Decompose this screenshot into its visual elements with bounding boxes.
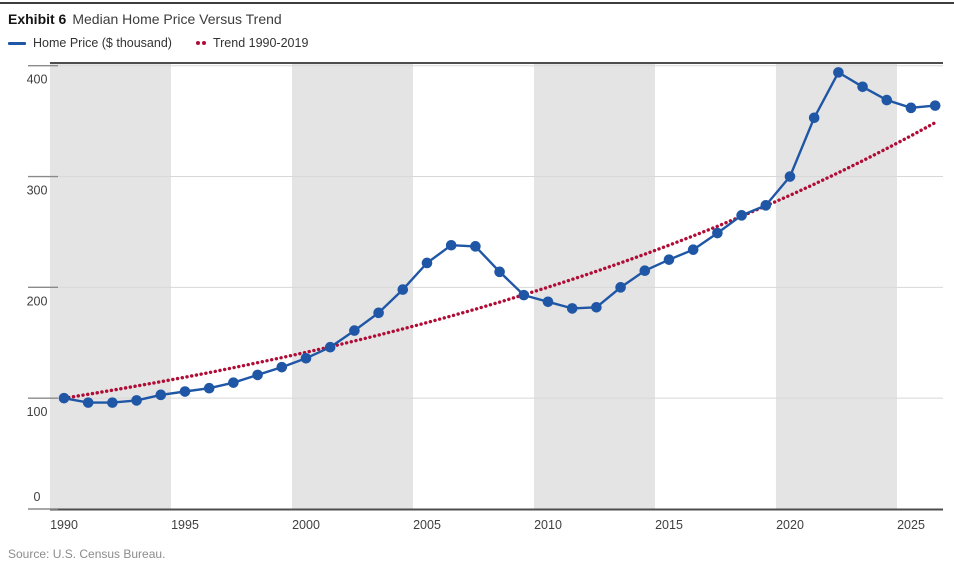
source-note: Source: U.S. Census Bureau. <box>8 547 166 561</box>
legend: Home Price ($ thousand) Trend 1990-2019 <box>8 36 308 50</box>
home-price-point <box>687 244 699 255</box>
background-bands <box>50 64 897 509</box>
legend-label-trend: Trend 1990-2019 <box>212 36 309 50</box>
home-price-point <box>470 241 481 252</box>
home-price-point <box>373 307 384 319</box>
svg-text:2005: 2005 <box>413 518 441 532</box>
svg-text:300: 300 <box>27 184 48 198</box>
home-price-point <box>808 112 820 124</box>
svg-text:1995: 1995 <box>171 518 199 532</box>
home-price-point <box>639 265 651 277</box>
home-price-point <box>591 302 602 313</box>
home-price-point <box>203 382 215 394</box>
svg-text:200: 200 <box>27 294 48 308</box>
home-price-point <box>518 289 530 301</box>
chart-title: Exhibit 6 Median Home Price Versus Trend <box>8 11 282 27</box>
home-price-point <box>324 341 336 353</box>
svg-text:2015: 2015 <box>655 518 683 532</box>
legend-item-trend: Trend 1990-2019 <box>195 36 309 50</box>
home-price-point <box>615 282 626 293</box>
svg-text:2020: 2020 <box>776 518 804 532</box>
svg-text:100: 100 <box>27 405 48 419</box>
home-price-point <box>276 361 288 373</box>
exhibit-label: Exhibit 6 <box>8 11 67 27</box>
y-axis-labels: 0 100 200 300 400 <box>27 65 58 510</box>
home-price-point <box>566 303 578 314</box>
top-divider <box>0 2 954 4</box>
trend-dotted-swatch <box>195 41 206 45</box>
svg-text:2010: 2010 <box>534 518 562 532</box>
home-price-point <box>542 296 554 308</box>
home-price-point <box>905 102 917 114</box>
svg-text:2025: 2025 <box>897 518 925 532</box>
home-price-point <box>736 210 747 221</box>
home-price-point <box>760 200 772 211</box>
home-price-point <box>421 257 433 269</box>
home-price-point <box>784 171 796 182</box>
home-price-point <box>445 239 457 251</box>
home-price-point <box>58 392 70 404</box>
title-text: Median Home Price Versus Trend <box>72 11 282 27</box>
home-price-points <box>58 67 941 408</box>
home-price-point <box>252 369 263 381</box>
home-price-point <box>131 395 142 406</box>
home-price-point <box>663 254 675 265</box>
trend-series-line <box>62 120 937 400</box>
home-price-point <box>929 100 941 111</box>
legend-label-home-price: Home Price ($ thousand) <box>33 36 172 50</box>
home-price-point <box>494 266 505 278</box>
home-price-point <box>155 389 167 401</box>
home-price-point <box>82 397 94 408</box>
legend-item-home-price: Home Price ($ thousand) <box>8 36 172 50</box>
svg-text:2000: 2000 <box>292 518 320 532</box>
home-price-point <box>300 352 312 364</box>
home-price-point <box>107 397 118 408</box>
x-axis-labels: 1990 1995 2000 2005 2010 2015 2020 2025 <box>50 518 925 532</box>
home-price-point <box>349 325 360 336</box>
home-price-line-swatch <box>8 41 26 45</box>
svg-text:400: 400 <box>27 73 48 87</box>
home-price-point <box>712 227 723 239</box>
home-price-point <box>881 94 893 106</box>
home-price-point <box>179 386 191 397</box>
svg-text:1990: 1990 <box>50 518 78 532</box>
svg-text:0: 0 <box>34 490 41 504</box>
home-price-point <box>397 284 409 295</box>
home-price-point <box>228 377 239 388</box>
home-price-point <box>833 67 844 78</box>
home-price-point <box>857 81 868 93</box>
